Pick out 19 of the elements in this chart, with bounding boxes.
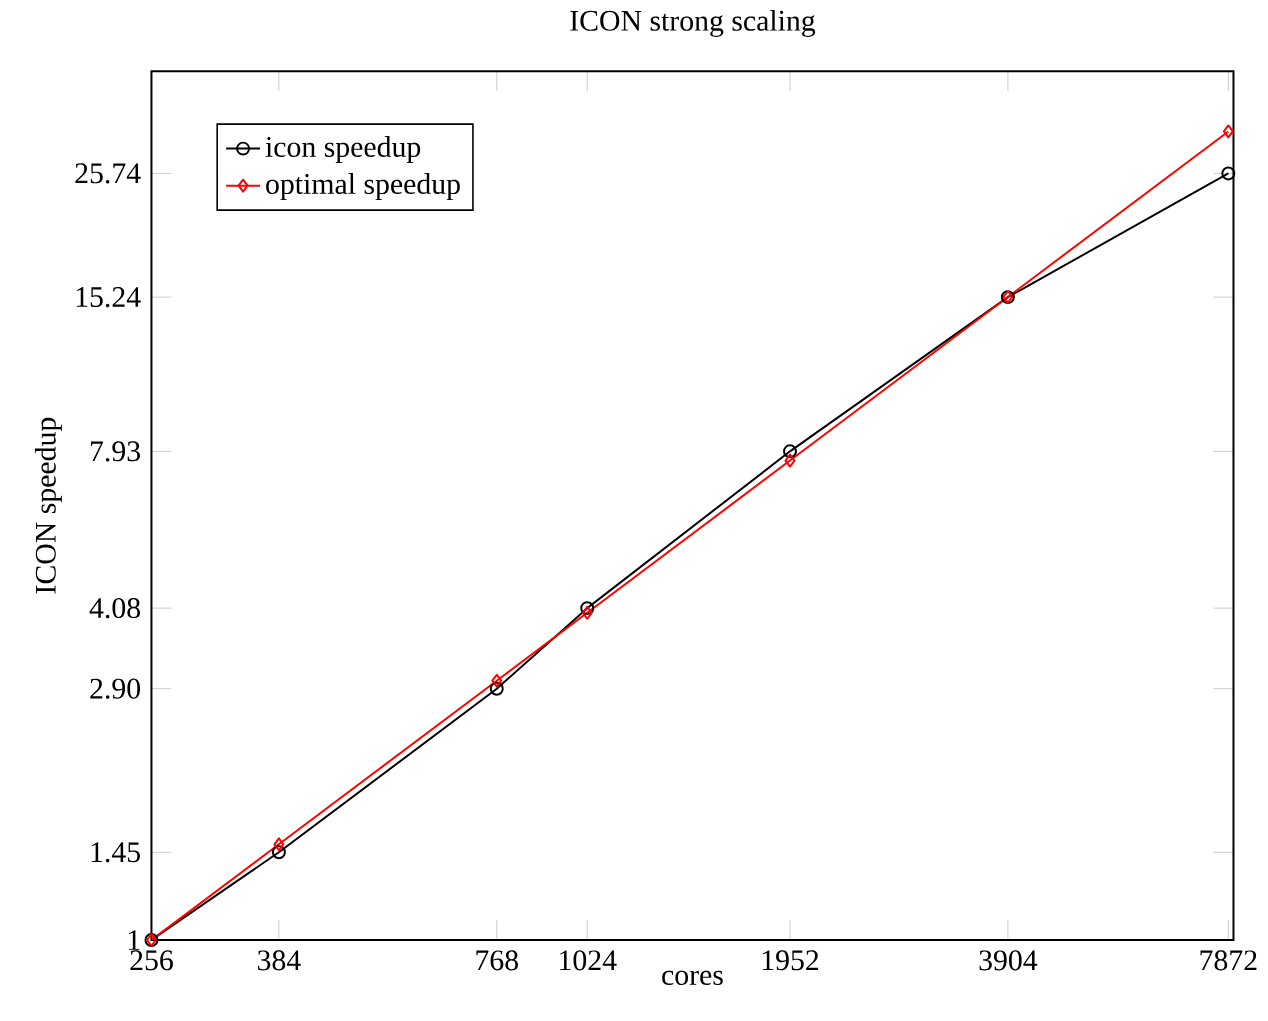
x-tick-label: 1024	[560, 950, 617, 971]
y-tick-label: 1	[128, 930, 140, 950]
x-tick-label: 1952	[762, 950, 819, 971]
y-tick-label: 15.24	[76, 287, 141, 308]
legend-label: icon speedup	[265, 136, 421, 164]
x-tick-label: 3904	[979, 950, 1038, 971]
y-tick-label: 1.45	[91, 842, 140, 863]
y-tick-label: 2.90	[90, 678, 141, 699]
legend-label: optimal speedup	[266, 173, 460, 201]
y-tick-label: 4.08	[89, 598, 141, 619]
x-tick-label: 256	[130, 950, 173, 971]
chart-title: ICON strong scaling	[570, 10, 816, 38]
x-tick-label: 768	[476, 950, 518, 971]
y-tick-label: 7.93	[90, 441, 140, 462]
y-tick-label: 25.74	[75, 163, 141, 184]
x-tick-label: 384	[257, 950, 301, 971]
x-axis-title: cores	[662, 970, 723, 986]
x-tick-label: 7872	[1200, 950, 1257, 971]
y-axis-title: ICON speedup	[34, 418, 62, 594]
